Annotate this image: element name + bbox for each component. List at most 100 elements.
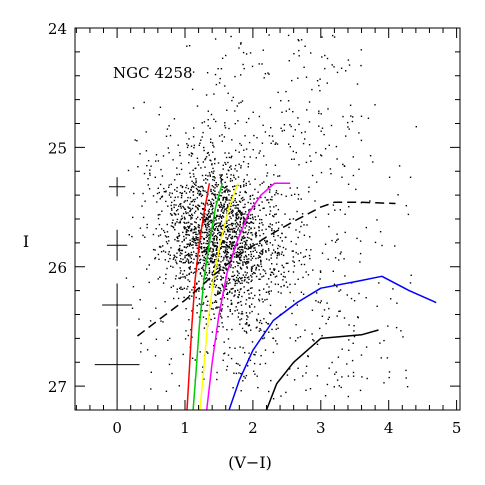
star-point	[245, 182, 247, 185]
x-tick-label: 0	[112, 419, 122, 437]
star-point	[262, 207, 264, 210]
star-point	[207, 125, 209, 127]
star-point	[214, 279, 216, 282]
star-point	[240, 214, 243, 217]
star-point	[255, 157, 257, 159]
star-point	[178, 277, 180, 279]
star-point	[222, 168, 224, 170]
star-point	[242, 347, 244, 349]
star-point	[266, 240, 269, 243]
star-point	[365, 297, 367, 299]
star-point	[188, 272, 191, 275]
star-point	[224, 127, 227, 129]
star-point	[346, 294, 348, 296]
star-point	[347, 126, 349, 128]
star-point	[212, 186, 215, 188]
star-point	[343, 317, 346, 319]
star-point	[257, 257, 259, 259]
star-point	[241, 327, 244, 330]
star-point	[263, 337, 266, 339]
star-point	[148, 188, 151, 190]
star-point	[262, 301, 264, 303]
star-point	[193, 144, 196, 147]
star-point	[250, 255, 252, 258]
star-point	[287, 262, 289, 264]
star-point	[228, 127, 230, 130]
star-point	[192, 191, 195, 193]
star-point	[187, 261, 190, 263]
star-point	[227, 205, 229, 207]
star-point	[272, 398, 275, 400]
star-point	[296, 187, 298, 189]
star-point	[290, 240, 292, 243]
star-point	[316, 343, 319, 345]
star-point	[236, 214, 238, 217]
star-point	[321, 315, 324, 317]
star-point	[219, 231, 221, 234]
star-point	[240, 313, 243, 315]
star-point	[295, 151, 297, 154]
star-point	[229, 234, 231, 236]
star-point	[175, 204, 177, 206]
star-point	[188, 244, 191, 246]
star-point	[235, 362, 238, 365]
star-point	[168, 194, 171, 196]
star-point	[204, 166, 206, 168]
star-point	[207, 257, 209, 259]
star-point	[328, 316, 330, 318]
star-point	[336, 158, 338, 160]
star-point	[225, 247, 227, 249]
star-point	[228, 213, 230, 215]
star-point	[218, 222, 220, 224]
star-point	[248, 117, 250, 120]
star-point	[285, 248, 287, 250]
star-point	[172, 258, 175, 260]
star-point	[205, 296, 207, 298]
star-point	[221, 215, 224, 217]
star-point	[280, 253, 283, 255]
star-point	[300, 132, 303, 134]
star-point	[258, 226, 260, 228]
y-axis-label: I	[23, 232, 29, 251]
star-point	[348, 349, 350, 351]
star-point	[147, 160, 150, 162]
star-point	[261, 229, 263, 231]
star-point	[210, 318, 212, 321]
star-point	[201, 309, 203, 312]
star-point	[247, 163, 250, 165]
star-point	[185, 132, 187, 134]
star-point	[227, 305, 229, 308]
star-point	[212, 205, 214, 207]
star-point	[201, 251, 203, 253]
star-point	[188, 162, 190, 164]
star-point	[319, 270, 322, 272]
star-point	[274, 268, 276, 270]
star-point	[230, 357, 233, 360]
star-point	[246, 272, 248, 274]
star-point	[197, 208, 199, 211]
star-point	[291, 158, 293, 160]
star-point	[329, 168, 332, 170]
star-point	[249, 183, 251, 185]
star-point	[224, 251, 227, 253]
star-point	[240, 101, 242, 104]
star-point	[294, 340, 297, 342]
star-point	[301, 221, 303, 223]
star-point	[255, 266, 258, 269]
star-point	[220, 175, 222, 178]
star-point	[221, 134, 223, 136]
star-point	[209, 127, 211, 129]
star-point	[334, 209, 336, 211]
star-point	[237, 271, 239, 273]
star-point	[195, 252, 197, 255]
star-point	[261, 142, 264, 144]
star-point	[187, 221, 190, 224]
star-point	[196, 207, 199, 209]
star-point	[205, 249, 208, 251]
star-point	[240, 167, 242, 169]
star-point	[249, 306, 251, 308]
star-point	[184, 275, 186, 278]
star-point	[287, 270, 290, 273]
star-point	[268, 201, 270, 204]
star-point	[304, 255, 307, 258]
